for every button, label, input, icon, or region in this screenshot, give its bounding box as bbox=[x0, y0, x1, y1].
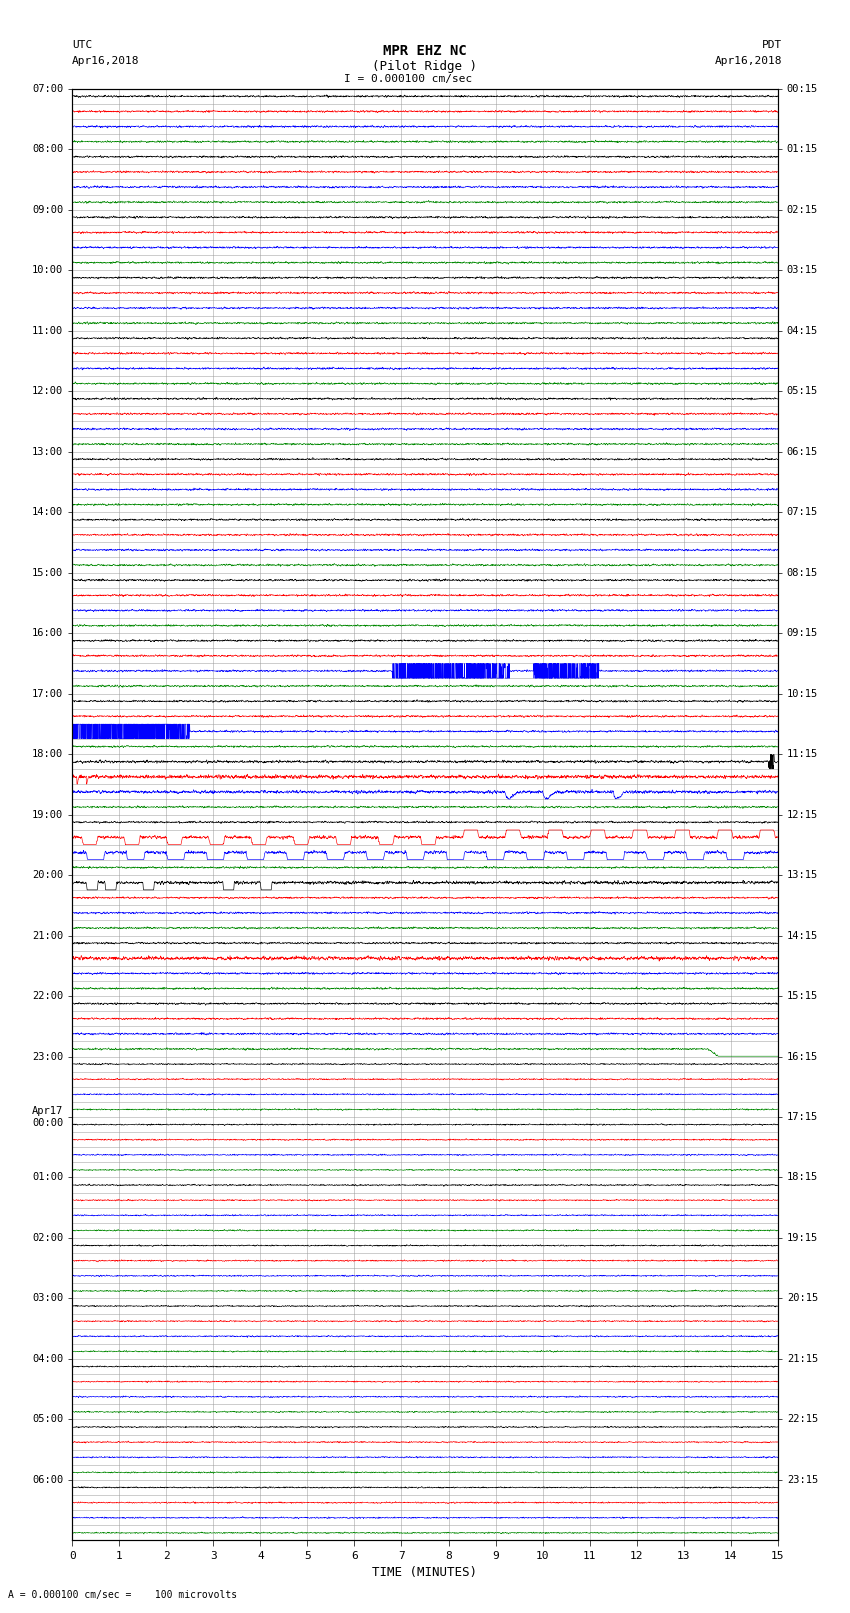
Text: (Pilot Ridge ): (Pilot Ridge ) bbox=[372, 60, 478, 73]
X-axis label: TIME (MINUTES): TIME (MINUTES) bbox=[372, 1566, 478, 1579]
Text: A = 0.000100 cm/sec =    100 microvolts: A = 0.000100 cm/sec = 100 microvolts bbox=[8, 1590, 238, 1600]
Text: MPR EHZ NC: MPR EHZ NC bbox=[383, 44, 467, 58]
Text: I = 0.000100 cm/sec: I = 0.000100 cm/sec bbox=[344, 74, 472, 84]
Text: Apr16,2018: Apr16,2018 bbox=[715, 56, 782, 66]
Text: UTC: UTC bbox=[72, 40, 93, 50]
Text: PDT: PDT bbox=[762, 40, 782, 50]
Text: Apr16,2018: Apr16,2018 bbox=[72, 56, 139, 66]
